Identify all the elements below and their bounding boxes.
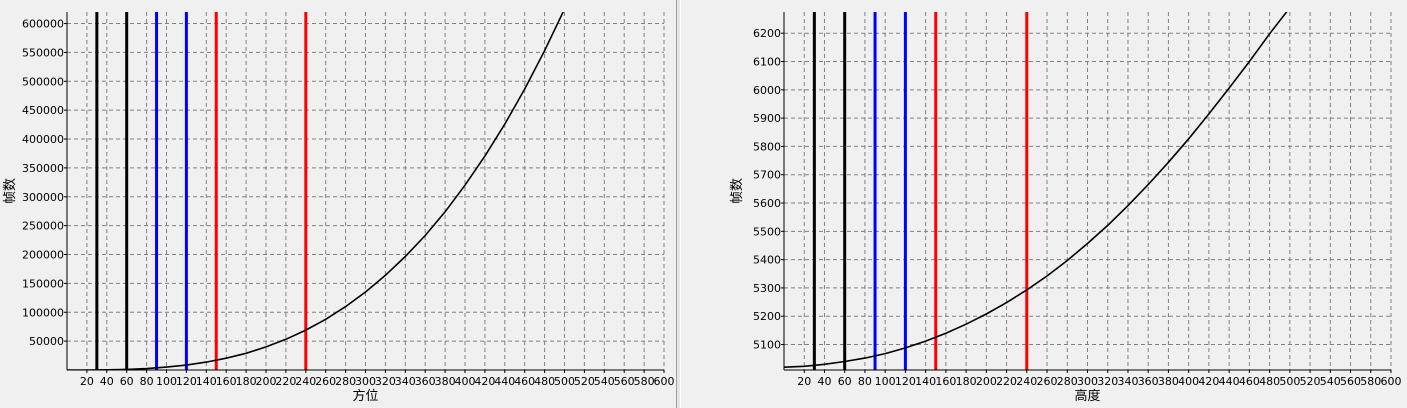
altitude-y-tick-label: 6000	[753, 84, 781, 97]
azimuth-x-tick-label: 600	[654, 375, 675, 388]
altitude-x-tick-label: 600	[1381, 375, 1402, 388]
altitude-x-tick-label: 220	[996, 375, 1017, 388]
azimuth-x-tick-label: 460	[514, 375, 535, 388]
altitude-x-tick-label: 340	[1117, 375, 1138, 388]
altitude-x-tick-label: 500	[1279, 375, 1300, 388]
altitude-x-tick-label: 400	[1178, 375, 1199, 388]
altitude-x-tick-label: 260	[1037, 375, 1058, 388]
altitude-y-tick-label: 5700	[753, 169, 781, 182]
altitude-y-tick-label: 5400	[753, 254, 781, 267]
azimuth-x-tick-label: 20	[80, 375, 94, 388]
altitude-chart-panel: 20 40 60 80 100 120 140 160 180 200 220 240 260 280 30…	[681, 0, 1407, 408]
azimuth-x-tick-label: 180	[236, 375, 257, 388]
azimuth-x-tick-label: 260	[315, 375, 336, 388]
altitude-series-line-0	[784, 12, 1288, 368]
altitude-x-tick-label: 440	[1219, 375, 1240, 388]
azimuth-y-tick-label: 400000	[22, 133, 64, 146]
altitude-y-tick-label: 5100	[753, 339, 781, 352]
altitude-x-tick-label: 160	[935, 375, 956, 388]
azimuth-y-tick-label: 550000	[22, 46, 64, 59]
altitude-x-tick-label: 140	[915, 375, 936, 388]
altitude-x-tick-label: 380	[1158, 375, 1179, 388]
azimuth-x-tick-label: 40	[100, 375, 114, 388]
altitude-y-tick-label: 5500	[753, 225, 781, 238]
altitude-x-tick-label: 560	[1340, 375, 1361, 388]
azimuth-x-tick-label: 140	[196, 375, 217, 388]
azimuth-y-tick-label: 50000	[29, 335, 64, 348]
azimuth-x-tick-label: 580	[634, 375, 655, 388]
azimuth-series-line-0	[67, 12, 564, 370]
altitude-y-tick-label: 5300	[753, 282, 781, 295]
altitude-x-tick-label: 80	[858, 375, 872, 388]
azimuth-y-tick-label: 450000	[22, 104, 64, 117]
altitude-x-tick-label: 540	[1320, 375, 1341, 388]
altitude-x-tick-label: 360	[1138, 375, 1159, 388]
azimuth-y-tick-label: 150000	[22, 277, 64, 290]
altitude-y-tick-label: 5200	[753, 310, 781, 323]
azimuth-y-tick-label: 350000	[22, 162, 64, 175]
altitude-x-tick-label: 180	[956, 375, 977, 388]
azimuth-x-tick-label: 160	[216, 375, 237, 388]
azimuth-x-tick-label: 220	[275, 375, 296, 388]
azimuth-x-tick-label: 500	[554, 375, 575, 388]
azimuth-x-tick-label: 420	[474, 375, 495, 388]
azimuth-y-tick-label: 100000	[22, 306, 64, 319]
altitude-x-tick-label: 300	[1077, 375, 1098, 388]
altitude-x-tick-label: 120	[895, 375, 916, 388]
altitude-x-tick-label: 580	[1360, 375, 1381, 388]
altitude-x-axis-title: 高度	[1074, 388, 1100, 404]
azimuth-y-tick-label: 250000	[22, 220, 64, 233]
azimuth-x-tick-label: 400	[455, 375, 476, 388]
azimuth-x-tick-label: 340	[395, 375, 416, 388]
azimuth-x-tick-label: 80	[140, 375, 154, 388]
azimuth-x-tick-label: 60	[120, 375, 134, 388]
azimuth-x-tick-label: 280	[335, 375, 356, 388]
altitude-x-tick-label: 100	[875, 375, 896, 388]
azimuth-x-tick-label: 200	[256, 375, 277, 388]
azimuth-y-tick-label: 600000	[22, 18, 64, 31]
azimuth-chart: 20 40 60 80 10012014016018020022024026028030…	[3, 12, 675, 404]
altitude-x-tick-label: 280	[1057, 375, 1078, 388]
azimuth-x-tick-label: 300	[355, 375, 376, 388]
azimuth-x-tick-label: 520	[574, 375, 595, 388]
azimuth-x-tick-label: 540	[594, 375, 615, 388]
altitude-x-tick-label: 60	[838, 375, 852, 388]
azimuth-x-tick-label: 320	[375, 375, 396, 388]
azimuth-x-tick-label: 120	[176, 375, 197, 388]
azimuth-x-tick-label: 360	[415, 375, 436, 388]
azimuth-chart-panel: 20 40 60 80 100 120 140 160 180 200 220 240 260 280 30…	[0, 0, 676, 408]
altitude-y-tick-label: 5600	[753, 197, 781, 210]
altitude-y-tick-label: 5800	[753, 140, 781, 153]
altitude-x-tick-label: 240	[1016, 375, 1037, 388]
azimuth-x-tick-label: 480	[534, 375, 555, 388]
altitude-chart: 20 40 60 80 100 120 140 160 180 200 220 240 260 280 30…	[730, 12, 1402, 404]
altitude-y-axis-title: 帧数	[730, 178, 745, 204]
altitude-x-tick-label: 320	[1097, 375, 1118, 388]
altitude-x-tick-label: 460	[1239, 375, 1260, 388]
altitude-y-tick-label: 6200	[753, 27, 781, 40]
azimuth-x-tick-label: 440	[494, 375, 515, 388]
azimuth-y-axis-title: 帧数	[3, 178, 18, 204]
azimuth-x-tick-label: 100	[156, 375, 177, 388]
altitude-x-tick-label: 420	[1198, 375, 1219, 388]
azimuth-y-tick-label: 300000	[22, 191, 64, 204]
altitude-x-tick-label: 20	[797, 375, 811, 388]
azimuth-x-tick-label: 560	[614, 375, 635, 388]
altitude-y-tick-label: 5900	[753, 112, 781, 125]
azimuth-x-tick-label: 240	[295, 375, 316, 388]
altitude-x-tick-label: 200	[976, 375, 997, 388]
altitude-x-tick-label: 480	[1259, 375, 1280, 388]
azimuth-y-tick-label: 500000	[22, 75, 64, 88]
azimuth-x-axis-title: 方位	[352, 388, 378, 404]
splitter[interactable]	[676, 0, 681, 408]
azimuth-y-tick-label: 200000	[22, 249, 64, 262]
altitude-x-tick-label: 40	[817, 375, 831, 388]
altitude-y-tick-label: 6100	[753, 56, 781, 69]
azimuth-x-tick-label: 380	[435, 375, 456, 388]
altitude-x-tick-label: 520	[1300, 375, 1321, 388]
